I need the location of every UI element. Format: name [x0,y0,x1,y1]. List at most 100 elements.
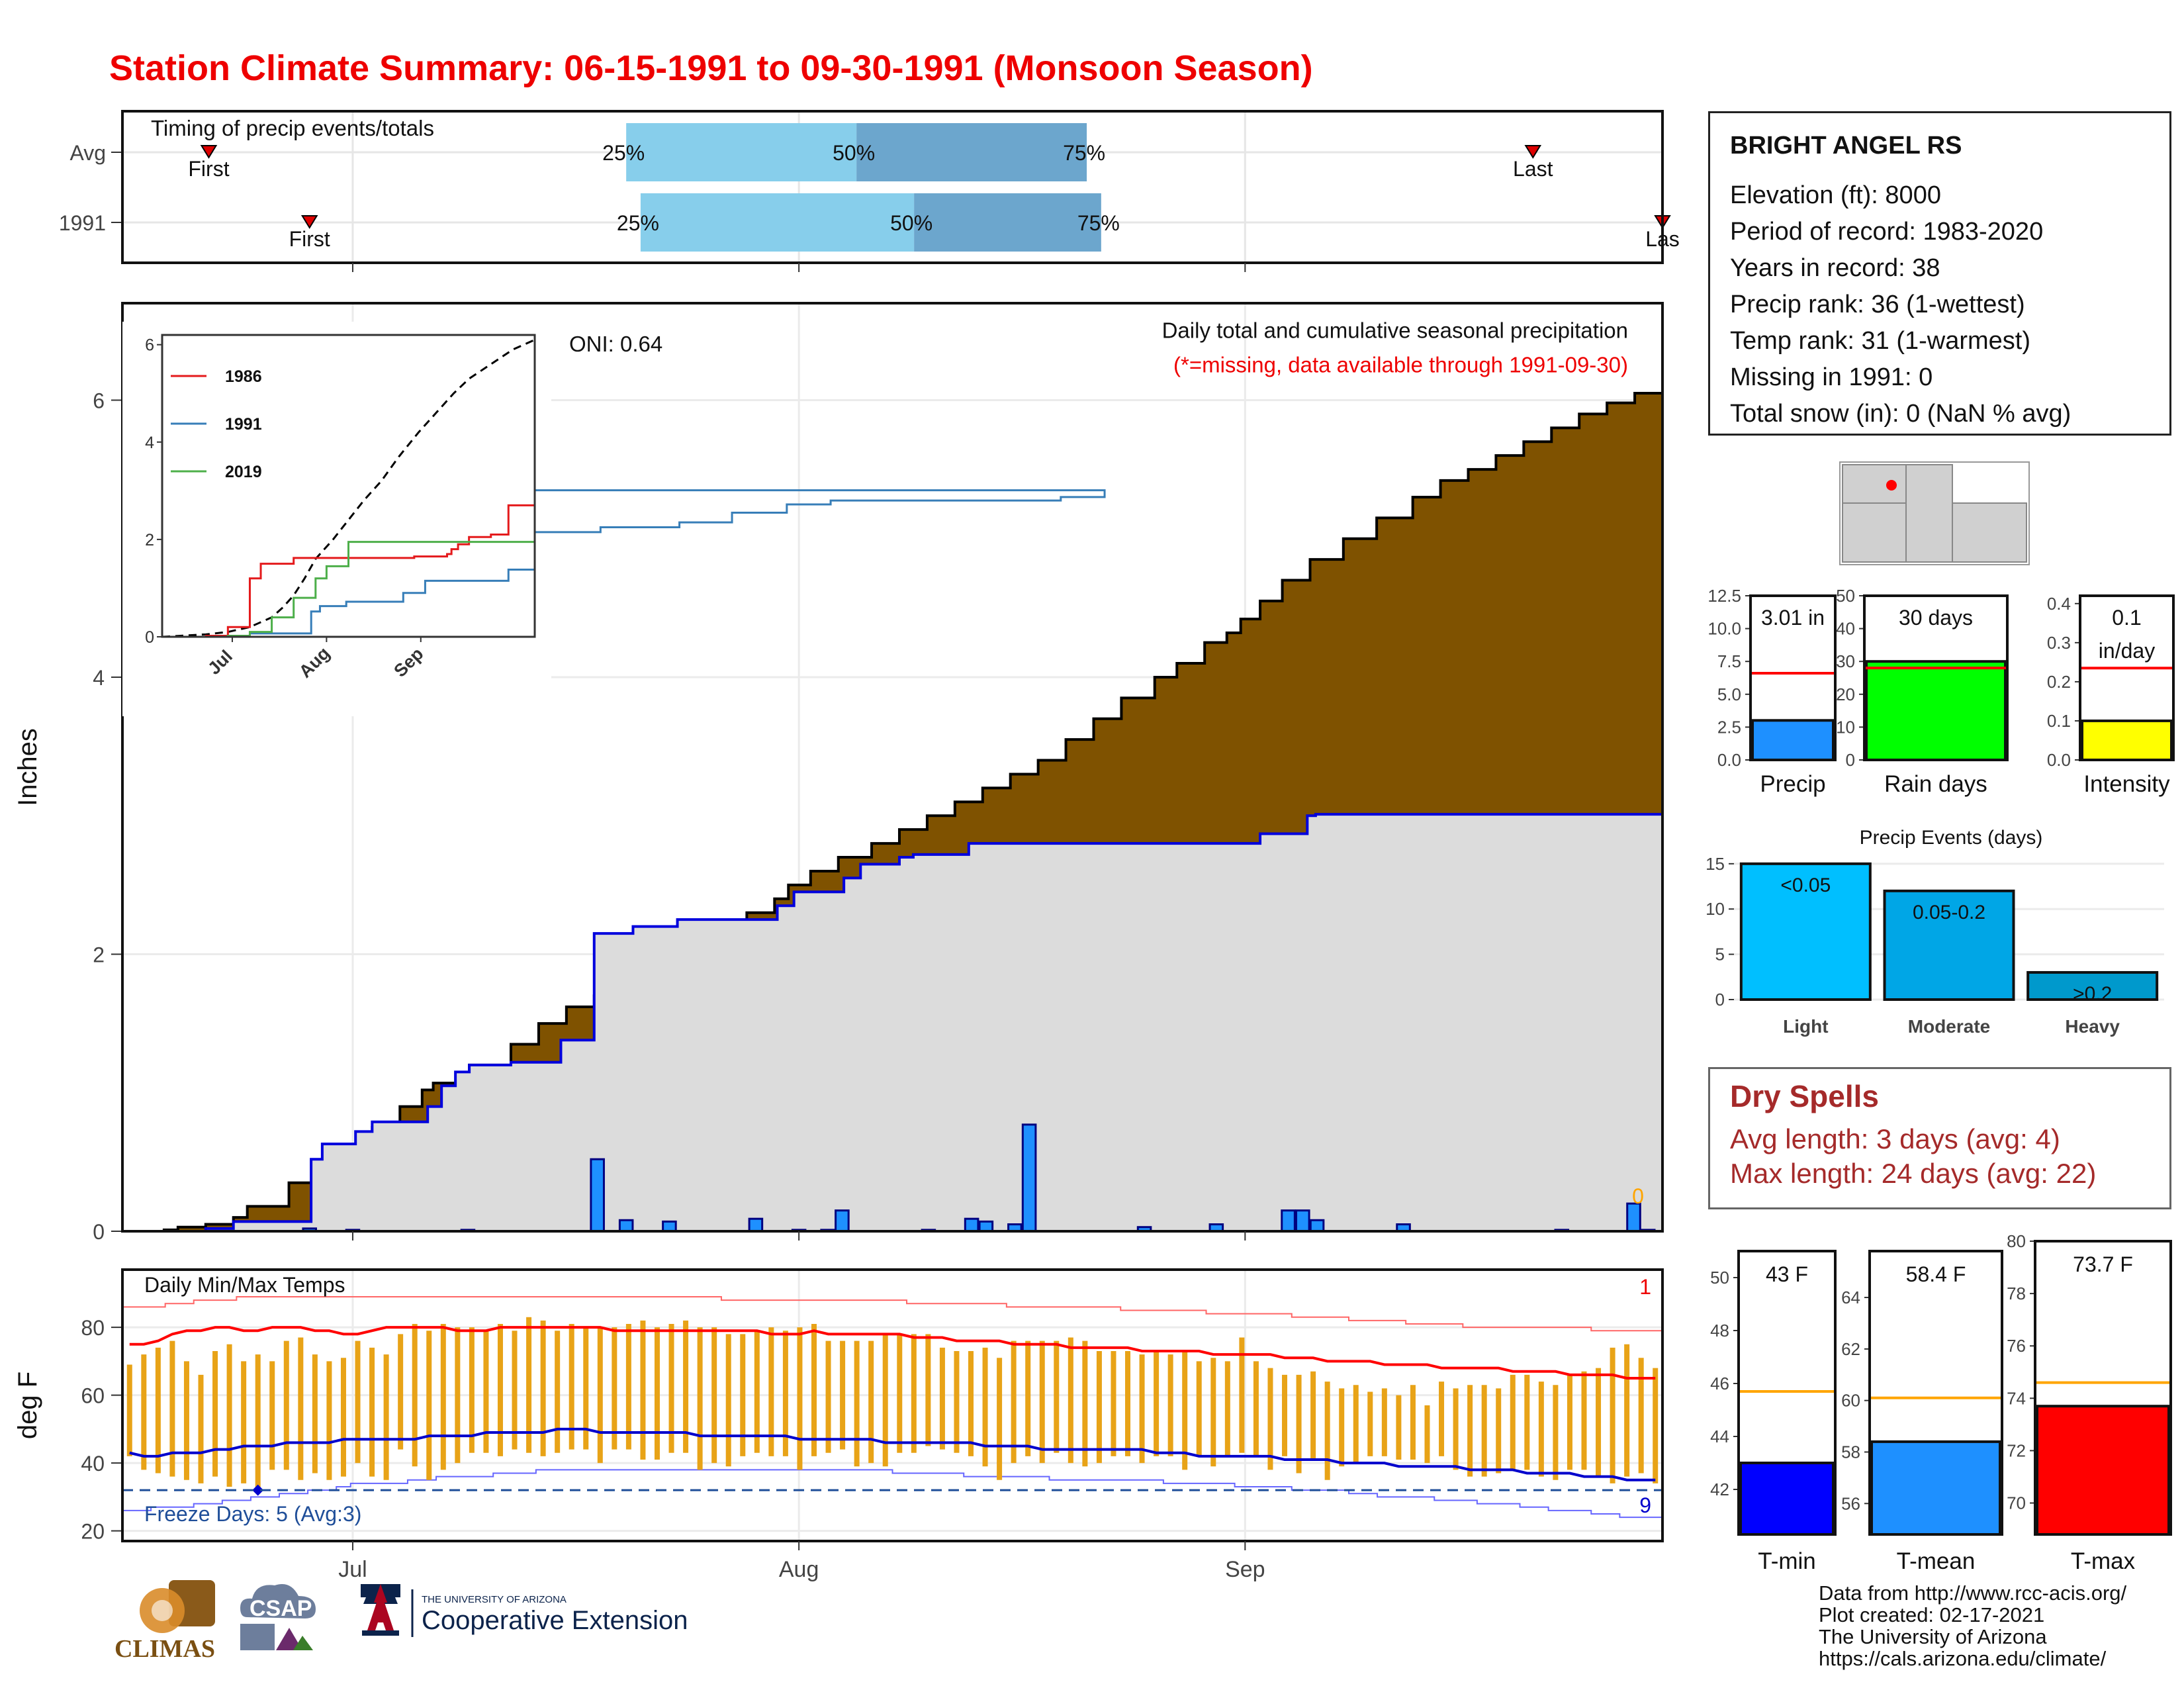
daily-temp-bar [255,1354,261,1491]
summary-category-label: Intensity [2083,771,2170,797]
daily-temp-bar [782,1331,788,1456]
temps-y-tick: 20 [81,1520,105,1544]
station-snow: Total snow (in): 0 (NaN % avg) [1730,400,2071,428]
temp-summary-value-label: 58.4 F [1906,1262,1966,1286]
timing-q50-label: 50% [890,211,933,235]
daily-temp-bar [897,1334,903,1453]
daily-temp-bar [997,1358,1003,1480]
summary-unit-label: in/day [2099,639,2155,663]
daily-temp-bar [1096,1351,1102,1464]
ua-extension-text: Cooperative Extension [422,1606,688,1635]
daily-temp-bar [440,1324,446,1470]
cumulative-frame [121,302,1664,1233]
daily-temp-bar [1353,1385,1359,1464]
daily-temp-bar [1381,1388,1387,1456]
daily-temp-bar [925,1334,931,1446]
temp-summary-bar-2 [2036,1405,2170,1536]
inset-avg-line [161,338,535,638]
daily-temp-bar [583,1327,589,1450]
temp-summary-bars: 42 44 46 48 50 43 F T-min 56 58 60 62 64 58.4 F T-mea… [1710,1231,2172,1574]
events-bar-moderate [1883,889,2015,1001]
temp-summary-y-tick: 60 [1841,1391,1860,1411]
daily-temp-bar [640,1320,646,1460]
daily-temp-bar [1510,1374,1516,1470]
summary-bar-frame [2079,594,2175,761]
temp-summary-category-label: T-max [2071,1548,2136,1574]
dry-spells-avg: Avg length: 3 days (avg: 4) [1730,1123,2060,1154]
daily-temp-bar [1396,1395,1402,1460]
station-period: Period of record: 1983-2020 [1730,218,2044,246]
climas-logo: CLIMAS [114,1580,215,1663]
temp-summary-y-tick: 78 [2007,1284,2026,1303]
daily-temp-bar [1596,1368,1602,1477]
summary-y-tick: 0.3 [2047,633,2071,653]
temp-summary-y-tick: 58 [1841,1442,1860,1462]
avg-tmin-line [129,1427,1656,1481]
events-category-label: Light [1783,1016,1828,1037]
temp-summary-y-tick: 74 [2007,1388,2026,1408]
daily-temp-bar [555,1331,561,1453]
daily-temp-bar [1139,1354,1145,1464]
cumulative-subtitle: (*=missing, data available through 1991-… [1173,353,1628,377]
daily-temp-bar [1054,1340,1060,1453]
inset-series-1991 [162,489,1106,638]
summary-y-tick: 40 [1836,619,1855,639]
summary-bar-1 [1865,660,2007,762]
daily-temp-bar [1481,1385,1487,1477]
daily-temp-bar [697,1327,703,1470]
summary-bar-2 [2081,719,2173,762]
temp-summary-y-tick: 64 [1841,1288,1860,1307]
events-bar-light [1739,862,1872,1002]
timing-marker [200,145,218,159]
daily-temp-bar [183,1361,189,1480]
daily-temp-bar [1068,1337,1073,1464]
daily-temp-bar [1410,1385,1416,1460]
summary-bar-frame [1749,594,1837,761]
daily-temp-bar [825,1340,831,1453]
dry-spells-max: Max length: 24 days (avg: 22) [1730,1158,2097,1189]
temp-summary-y-tick: 70 [2007,1493,2026,1513]
university-of-arizona-logo: THE UNIVERSITY OF ARIZONA Cooperative Ex… [361,1584,688,1637]
cumulative-1991-area [122,814,1662,1231]
timing-last-label: Last [1513,157,1553,181]
daily-temp-bar [1011,1340,1017,1464]
timing-row-label: 1991 [59,211,106,235]
precip-events-panel: Precip Events (days) 0 5 10 15 <0.05 Light 0.05… [1706,827,2164,1037]
temp-summary-y-tick: 48 [1710,1321,1729,1340]
daily-temp-bar [1581,1371,1587,1470]
timing-first-label: First [188,157,229,181]
daily-temp-bar [497,1324,503,1456]
daily-temp-bar [1638,1358,1644,1474]
summary-y-tick: 30 [1836,651,1855,671]
daily-temp-bar [412,1324,418,1467]
daily-temp-bar [654,1327,660,1460]
daily-temp-bar [212,1351,218,1477]
timing-quartile-bar [640,193,915,252]
summary-y-tick: 5.0 [1717,684,1741,704]
daily-temp-bar [982,1347,988,1467]
cumulative-y-tick: 2 [93,943,105,966]
cumulative-y-tick: 0 [93,1220,105,1244]
dry-spells-title: Dry Spells [1730,1079,1879,1113]
daily-temp-bar [526,1317,532,1453]
station-years: Years in record: 38 [1730,254,1940,282]
summary-y-tick: 0.4 [2047,594,2071,614]
daily-temp-bar [840,1340,846,1450]
csap-logo-text: CSAP [250,1596,312,1621]
inset-legend-label: 1991 [225,415,262,434]
daily-precip-bar [748,1217,764,1233]
daily-temp-bar [939,1347,945,1450]
daily-temp-bar [426,1331,432,1480]
missing-count: 0 [1632,1184,1644,1208]
temp-summary-category-label: T-min [1758,1548,1816,1574]
summary-y-tick: 50 [1836,586,1855,606]
daily-temp-bar [882,1334,888,1467]
daily-temp-bar [398,1334,404,1450]
summary-value-label: 30 days [1899,606,1973,630]
daily-temp-bar [625,1324,631,1450]
daily-temp-bar [711,1327,717,1464]
timing-marker [300,215,318,229]
inset-y-tick: 6 [145,336,154,355]
station-info-box: BRIGHT ANGEL RS Elevation (ft): 8000 Per… [1708,111,2171,436]
daily-temp-bar [1453,1388,1459,1470]
